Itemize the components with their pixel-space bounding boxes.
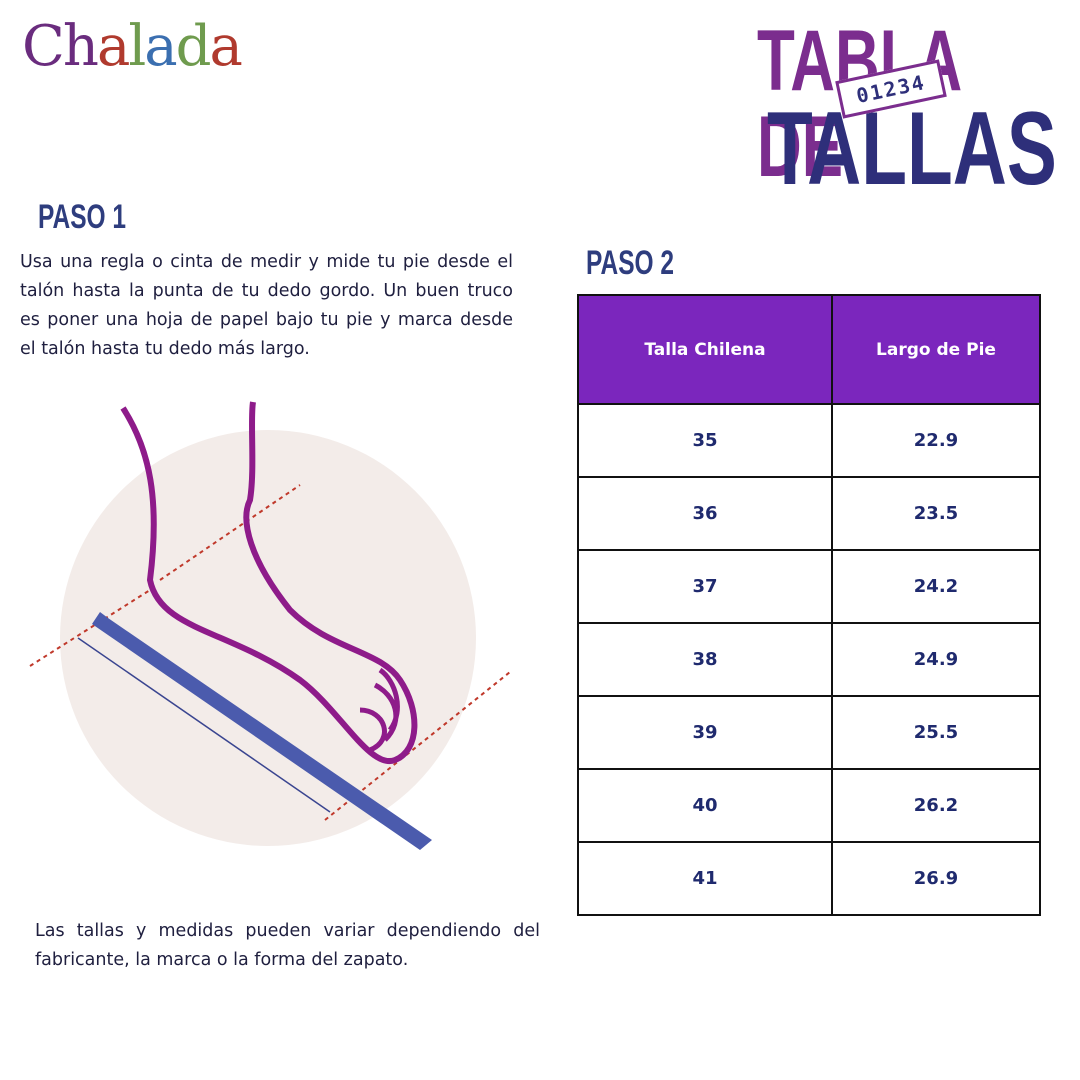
table-row: 36 23.5 xyxy=(577,476,1041,551)
table-row: 38 24.9 xyxy=(577,622,1041,697)
table-cell: 25.5 xyxy=(831,695,1041,770)
title-line: TALLAS xyxy=(767,91,1057,207)
step-heading: PASO 2 xyxy=(586,244,674,282)
table-cell: 41 xyxy=(577,841,833,916)
table-cell: 22.9 xyxy=(831,403,1041,478)
table-cell: 24.9 xyxy=(831,622,1041,697)
table-row: 40 26.2 xyxy=(577,768,1041,843)
table-cell: 23.5 xyxy=(831,476,1041,551)
step-heading: PASO 1 xyxy=(38,198,126,236)
foot-illustration xyxy=(29,401,511,850)
column-header: Largo de Pie xyxy=(831,294,1041,405)
table-row: 39 25.5 xyxy=(577,695,1041,770)
table-row: 35 22.9 xyxy=(577,403,1041,478)
table-cell: 35 xyxy=(577,403,833,478)
table-cell: 39 xyxy=(577,695,833,770)
table-cell: 37 xyxy=(577,549,833,624)
table-cell: 26.2 xyxy=(831,768,1041,843)
table-cell: 38 xyxy=(577,622,833,697)
table-cell: 24.2 xyxy=(831,549,1041,624)
note: Las tallas y medidas pueden variar depen… xyxy=(35,921,540,970)
logo: Chalada xyxy=(22,14,243,79)
column-header: Talla Chilena xyxy=(577,294,833,405)
step-text: Usa una regla o cinta de medir y mide tu… xyxy=(20,252,513,359)
size-table: Talla Chilena Largo de Pie 35 22.9 36 23.5 37 2… xyxy=(577,294,1041,916)
table-cell: 36 xyxy=(577,476,833,551)
table-cell: 26.9 xyxy=(831,841,1041,916)
table-row: 37 24.2 xyxy=(577,549,1041,624)
table-cell: 40 xyxy=(577,768,833,843)
table-row: 41 26.9 xyxy=(577,841,1041,916)
